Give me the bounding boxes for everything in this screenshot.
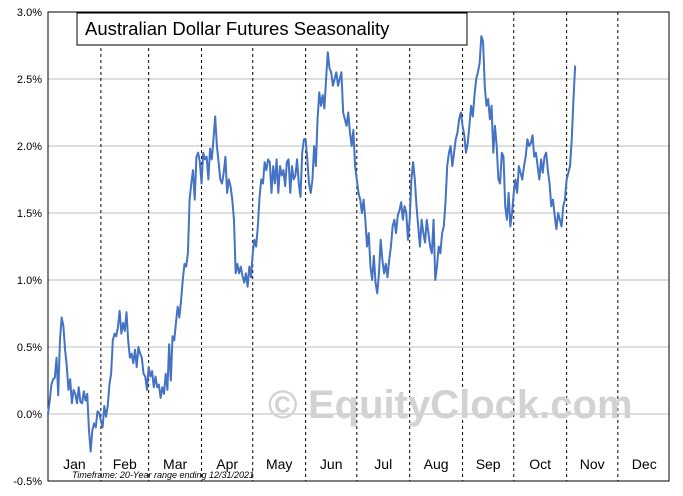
y-tick-label: 3.0%	[17, 7, 42, 19]
y-tick-label: 0.5%	[17, 342, 42, 354]
seasonality-series-line	[47, 35, 577, 453]
x-tick-label: Jun	[320, 456, 343, 472]
y-tick-label: 1.5%	[17, 208, 42, 220]
y-tick-label: 2.0%	[17, 141, 42, 153]
x-tick-label: Dec	[632, 456, 657, 472]
watermark-text: EquityClock.com	[308, 383, 633, 427]
plot-frame	[47, 11, 670, 482]
x-axis-month-labels: Jan Feb Mar Apr May Jun Jul Aug Sep Oct Nov Dec	[63, 456, 657, 472]
timeframe-footnote: Timeframe: 20-Year range ending 12/31/20…	[72, 470, 254, 480]
x-tick-label: Jan	[63, 456, 86, 472]
y-tick-label: 1.0%	[17, 275, 42, 287]
watermark-logo-icon: ©	[268, 383, 297, 427]
x-tick-label: Oct	[529, 456, 551, 472]
y-axis-tick-labels: 3.0% 2.5% 2.0% 1.5% 1.0% 0.5% 0.0% -0.5%	[13, 7, 42, 488]
x-tick-label: Jul	[374, 456, 392, 472]
x-tick-label: Mar	[163, 456, 187, 472]
y-tick-label: 2.5%	[17, 74, 42, 86]
horizontal-gridlines	[48, 11, 669, 482]
x-tick-label: May	[266, 456, 292, 472]
title-box	[76, 12, 468, 46]
x-tick-label: Aug	[424, 456, 449, 472]
x-tick-label: Sep	[476, 456, 501, 472]
x-tick-label: Nov	[580, 456, 605, 472]
chart-title: Australian Dollar Futures Seasonality	[85, 18, 390, 39]
month-separators	[100, 12, 619, 481]
x-tick-label: Feb	[113, 456, 137, 472]
y-tick-label: 0.0%	[17, 409, 42, 421]
x-tick-label: Apr	[216, 456, 238, 472]
y-tick-label: -0.5%	[13, 476, 42, 488]
